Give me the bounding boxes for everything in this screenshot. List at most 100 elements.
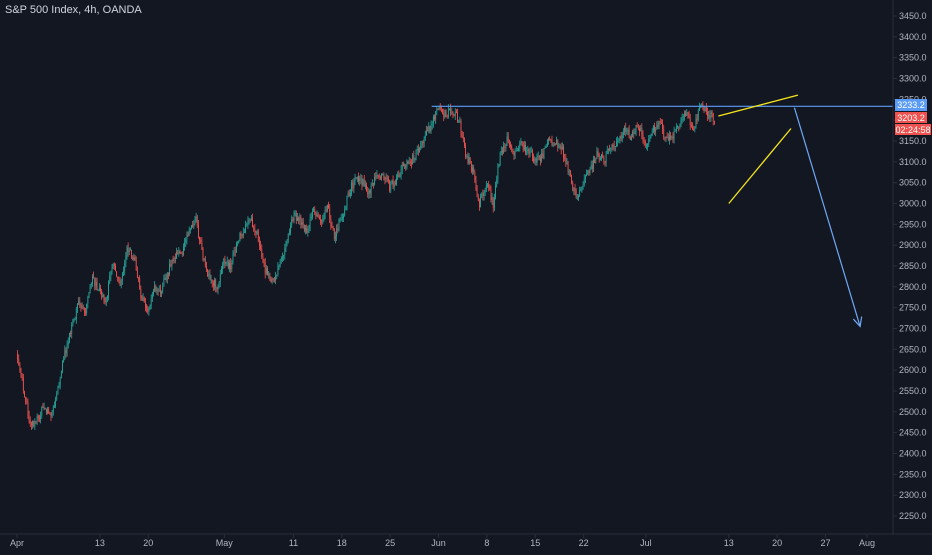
candle-body [614,146,616,147]
candle-body [36,416,38,422]
candle-body [174,258,176,260]
candle-body [514,151,516,156]
candle-body [155,286,157,292]
candle-body [108,283,109,296]
y-tick-label: 3000.0 [899,199,927,209]
candle-body [424,135,426,139]
candle-body [664,137,666,139]
candle-body [423,138,425,144]
candle-body [112,264,114,269]
candle-body [224,259,226,264]
x-axis[interactable]: Apr 13 20 May 11 18 25 Jun 8 15 22 Jul 13 20 27 Aug [10,534,875,548]
candle-body [230,262,232,270]
candle-body [462,136,464,139]
candle-body [627,129,629,131]
candle-body [503,146,505,153]
candle-body [331,226,333,228]
candle-body [329,208,331,220]
candle-body [409,161,411,163]
candle-body [464,138,465,147]
candle-body [299,216,301,221]
candle-body [582,184,584,188]
candle-body [405,164,407,168]
candle-body [703,109,705,111]
candle-body [313,209,314,212]
candle-body [381,174,382,178]
candle-body [240,233,242,236]
candle-body [360,178,362,180]
channel-lower-line[interactable] [728,128,792,204]
candle-body [417,149,419,152]
candle-body [358,176,359,182]
candle-body [538,155,540,158]
candle-body [406,161,408,168]
forecast-arrow-line[interactable] [793,107,861,327]
candle-body [529,151,531,154]
candle-body [158,289,160,291]
x-tick-label: 20 [772,538,782,548]
candle-body [528,149,530,154]
candle-body [65,350,67,353]
candle-body [575,191,577,198]
candle-body [608,149,609,150]
y-tick-label: 3150.0 [899,136,927,146]
x-tick-label: 22 [579,538,589,548]
candle-body [656,124,658,130]
candle-body [199,236,200,241]
y-tick-label: 2600.0 [899,365,927,375]
candle-body [555,143,556,146]
candle-body [375,176,377,178]
candle-body [476,189,478,197]
candle-body [586,174,587,177]
y-tick-label: 3300.0 [899,74,927,84]
y-tick-label: 3100.0 [899,157,927,167]
candle-body [419,148,420,152]
candle-body [618,139,620,141]
candle-body [520,141,522,144]
candle-body [125,256,127,264]
candle-body [704,106,706,111]
candle-body [69,332,70,342]
candle-body [57,386,59,394]
candle-body [613,145,615,147]
candle-body [123,270,124,273]
candle-body [672,136,674,139]
candle-body [22,377,24,392]
candle-body [688,115,690,118]
candle-body [267,268,268,275]
candle-body [633,131,635,134]
candle-body [451,112,453,114]
candle-body [259,241,260,246]
candle-body [250,218,252,220]
candle-body [221,269,222,275]
candle-body [485,185,487,190]
candle-body [268,273,270,275]
candle-body [711,112,713,114]
candle-body [136,270,138,278]
candle-body [107,295,108,298]
candle-body [396,178,397,184]
candle-body [412,154,414,165]
candle-body [686,112,688,116]
candle-body [20,371,22,377]
candle-body [181,253,183,255]
y-tick-label: 2350.0 [899,469,927,479]
candle-body [534,158,536,162]
candle-body [455,112,457,114]
candle-body [237,243,238,245]
candle-body [367,191,369,194]
candle-body [260,245,262,249]
candle-body [602,154,604,157]
last-price-label: 3203.2 [897,113,925,123]
channel-upper-line[interactable] [718,94,799,117]
candle-body [437,109,439,110]
candle-body [193,223,195,228]
candle-body [475,180,477,190]
candle-body [86,303,88,313]
candle-body [54,406,55,407]
candle-body [580,188,582,191]
candle-body [341,217,343,219]
